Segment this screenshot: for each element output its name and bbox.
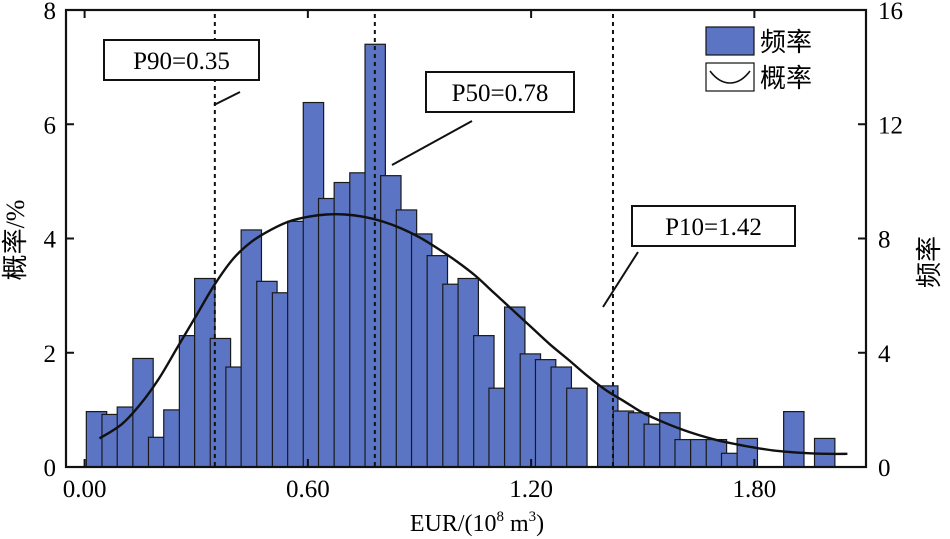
callout-label: P50=0.78 bbox=[452, 80, 549, 107]
legend-label: 概率 bbox=[760, 64, 812, 93]
axes-layer: 0.00 0.60 1.20 1.80 0 2 4 6 8 0 4 8 12 16 bbox=[44, 0, 904, 503]
y-tick-right-label: 12 bbox=[878, 112, 903, 139]
callout-box bbox=[103, 39, 260, 81]
x-axis-label: EUR/(108 m3) bbox=[410, 509, 544, 537]
callout-leader bbox=[391, 120, 473, 166]
curve-layer bbox=[98, 213, 848, 456]
callout-box bbox=[631, 205, 796, 247]
legend-swatch-bar bbox=[705, 26, 755, 56]
callouts-layer: P90=0.35 P50=0.78 P10=1.42 bbox=[103, 39, 796, 308]
x-tick-label: 1.20 bbox=[509, 476, 553, 503]
y-tick-left-label: 4 bbox=[44, 227, 57, 254]
y-tick-left-label: 6 bbox=[44, 112, 57, 139]
legend-swatch-curve bbox=[709, 70, 751, 84]
y-tick-left-label: 0 bbox=[44, 455, 57, 482]
y-tick-right-label: 16 bbox=[878, 0, 903, 25]
x-tick-label: 1.80 bbox=[732, 476, 776, 503]
callout-leader bbox=[602, 251, 639, 308]
y-tick-left-label: 8 bbox=[44, 0, 57, 25]
x-tick-label: 0.60 bbox=[286, 476, 330, 503]
reference-lines-layer bbox=[213, 14, 614, 467]
legend-label: 频率 bbox=[760, 28, 812, 57]
probability-curve bbox=[98, 213, 848, 456]
y-tick-left-label: 2 bbox=[44, 341, 57, 368]
y-tick-right-label: 8 bbox=[878, 227, 891, 254]
y-axis-left-label: 概率/% bbox=[1, 200, 30, 281]
x-tick-label: 0.00 bbox=[63, 476, 107, 503]
callout-label: P10=1.42 bbox=[665, 214, 762, 241]
legend-swatch-curve-box bbox=[705, 62, 755, 92]
histogram-bar bbox=[783, 410, 805, 468]
histogram-bar bbox=[566, 387, 588, 468]
callout-leader bbox=[213, 91, 241, 106]
callout-label: P90=0.35 bbox=[133, 48, 230, 75]
callout-box bbox=[425, 71, 575, 113]
bars-layer bbox=[85, 43, 836, 468]
y-tick-right-label: 4 bbox=[878, 341, 891, 368]
y-axis-right-label: 频率 bbox=[915, 236, 944, 288]
y-tick-right-label: 0 bbox=[878, 455, 891, 482]
